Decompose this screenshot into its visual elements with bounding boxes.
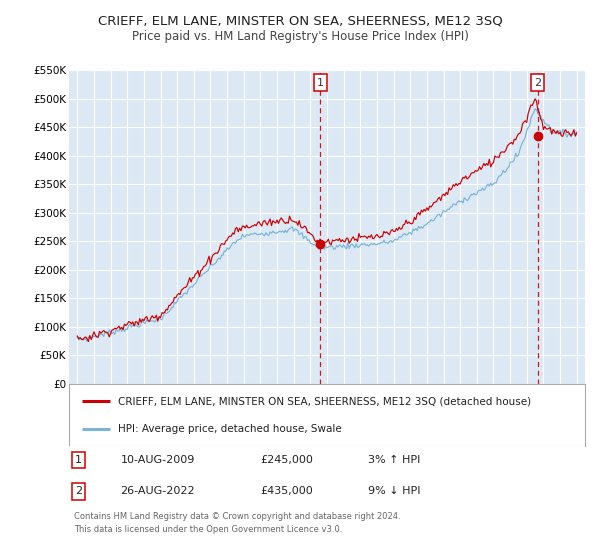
Text: CRIEFF, ELM LANE, MINSTER ON SEA, SHEERNESS, ME12 3SQ: CRIEFF, ELM LANE, MINSTER ON SEA, SHEERN… — [98, 14, 502, 27]
Text: 9% ↓ HPI: 9% ↓ HPI — [368, 487, 421, 496]
Text: HPI: Average price, detached house, Swale: HPI: Average price, detached house, Swal… — [118, 424, 342, 433]
Text: 3% ↑ HPI: 3% ↑ HPI — [368, 455, 421, 465]
Text: CRIEFF, ELM LANE, MINSTER ON SEA, SHEERNESS, ME12 3SQ (detached house): CRIEFF, ELM LANE, MINSTER ON SEA, SHEERN… — [118, 396, 531, 406]
Text: £245,000: £245,000 — [260, 455, 313, 465]
Text: 2: 2 — [75, 487, 82, 496]
Text: 26-AUG-2022: 26-AUG-2022 — [121, 487, 195, 496]
Text: Contains HM Land Registry data © Crown copyright and database right 2024.
This d: Contains HM Land Registry data © Crown c… — [74, 512, 401, 534]
Text: 1: 1 — [317, 77, 324, 87]
Text: £435,000: £435,000 — [260, 487, 313, 496]
Text: 10-AUG-2009: 10-AUG-2009 — [121, 455, 195, 465]
Text: 1: 1 — [75, 455, 82, 465]
Text: Price paid vs. HM Land Registry's House Price Index (HPI): Price paid vs. HM Land Registry's House … — [131, 30, 469, 43]
Text: 2: 2 — [534, 77, 541, 87]
